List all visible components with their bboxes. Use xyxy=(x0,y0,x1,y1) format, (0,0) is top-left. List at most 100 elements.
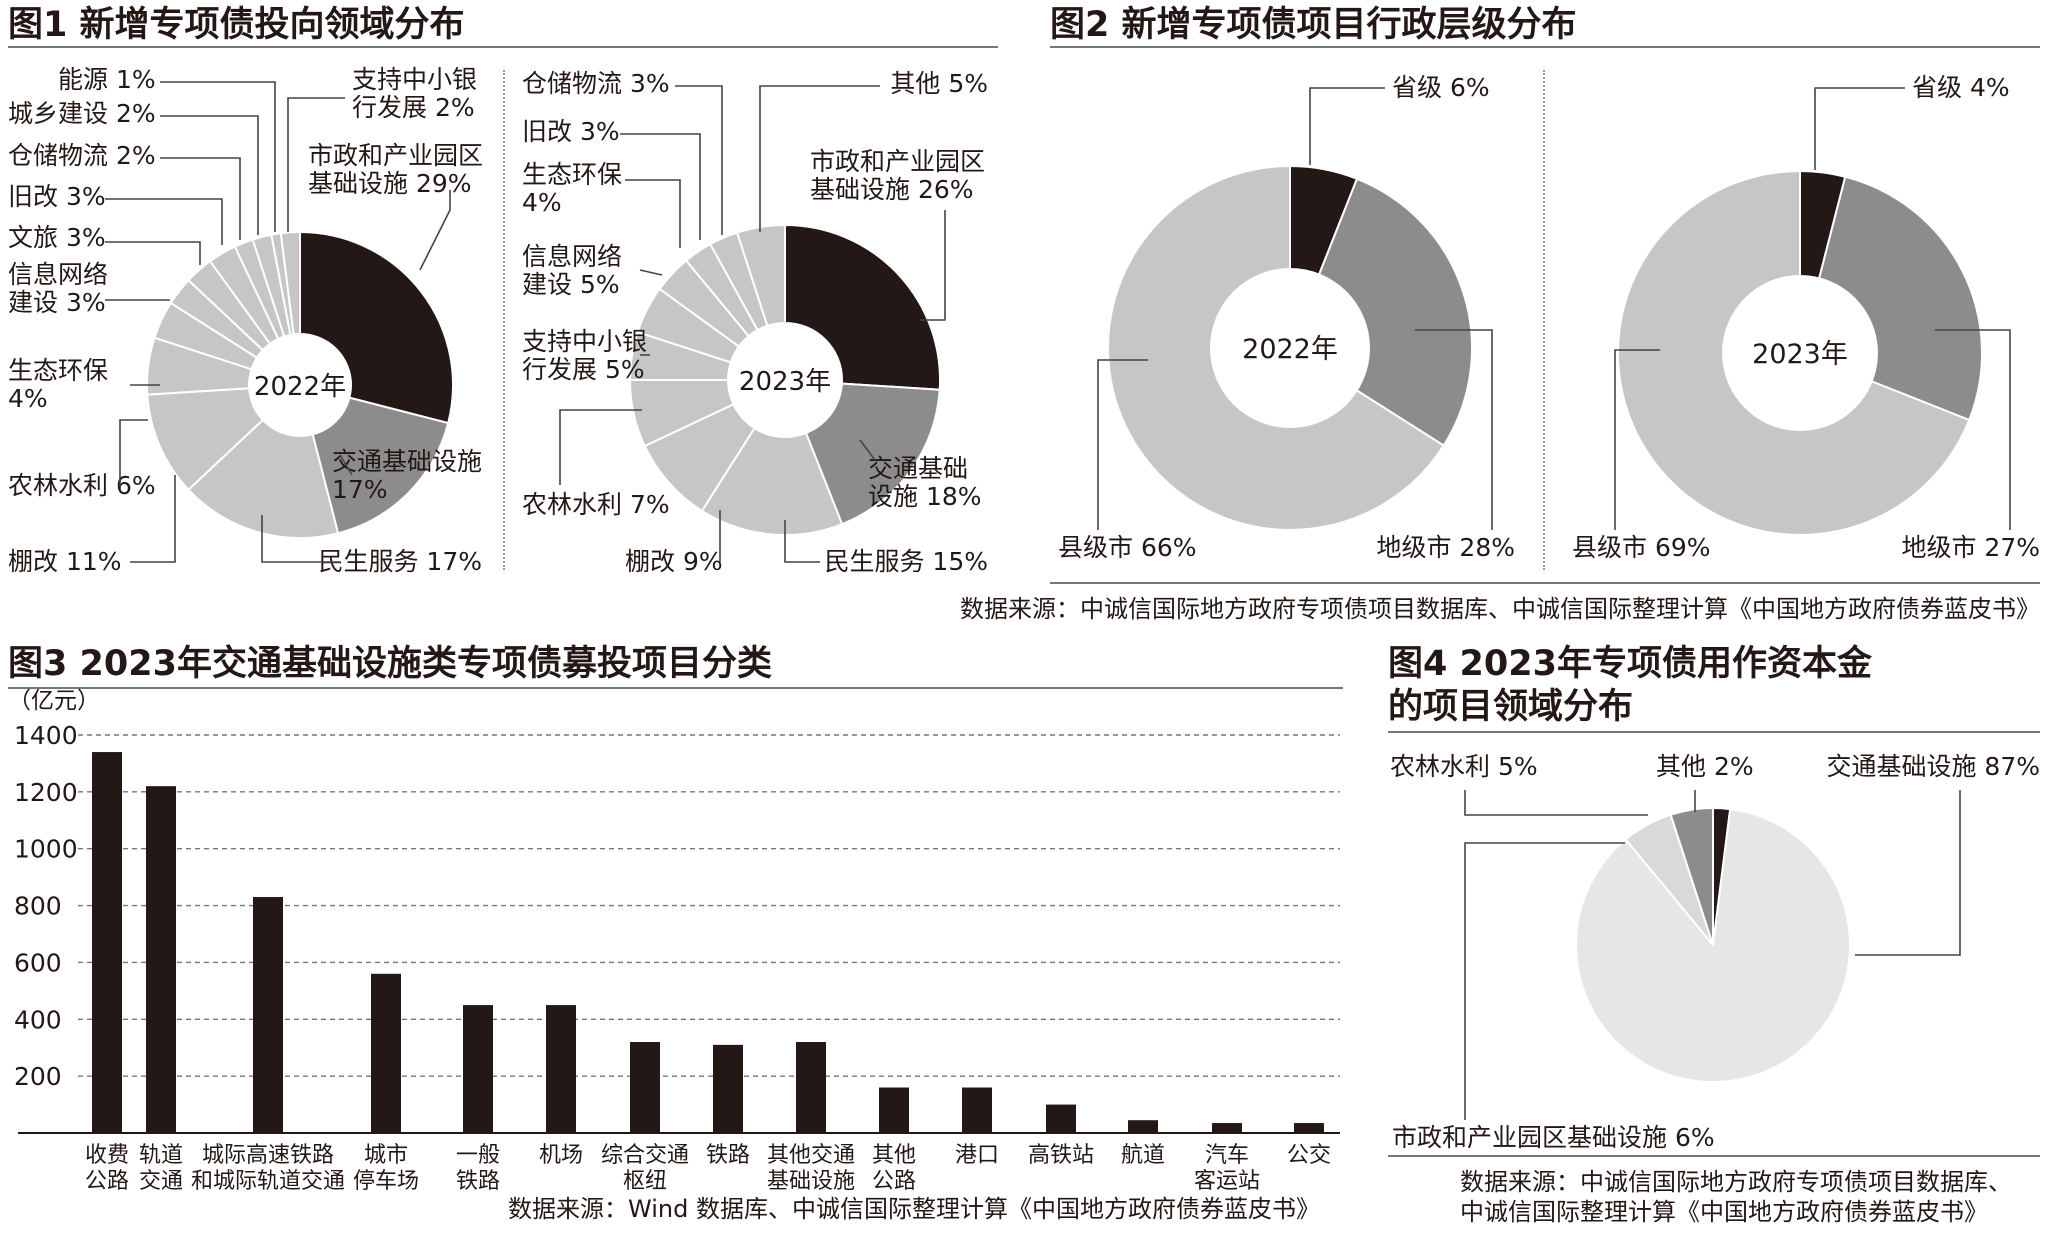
fig3-xtick-0-line-1: 公路 xyxy=(85,1169,129,1194)
fig2-2023-label-0: 省级 4% xyxy=(1912,73,2010,102)
fig3-bar-5 xyxy=(546,1005,576,1133)
fig3-bar-12 xyxy=(1128,1120,1158,1133)
fig3-bar-4 xyxy=(463,1005,493,1133)
fig3-xtick-7-line-0: 铁路 xyxy=(706,1143,750,1168)
fig2-2022-leader-0 xyxy=(1309,87,1385,165)
fig4-label-0-line-0: 其他 2% xyxy=(1656,752,1754,781)
fig3-xtick-1: 轨道交通 xyxy=(139,1143,183,1194)
fig1-2023-label-6: 信息网络建设 5% xyxy=(522,242,622,299)
fig3-xtick-9-line-1: 公路 xyxy=(872,1169,916,1194)
fig3-xtick-2: 城际高速铁路和城际轨道交通 xyxy=(191,1143,345,1194)
fig1-2022-leader-7 xyxy=(105,241,201,265)
fig3-ytick-2: 600 xyxy=(14,948,62,977)
fig1-2022-leader-10 xyxy=(160,115,259,235)
fig1-2022-label-0-line-0: 市政和产业园区 xyxy=(308,141,483,170)
fig1-2022-label-12-line-0: 支持中小银 xyxy=(352,65,477,94)
fig3-xtick-14-line-0: 公交 xyxy=(1287,1143,1331,1168)
fig1-2022-label-6: 信息网络建设 3% xyxy=(8,260,108,317)
fig3-xtick-9-line-0: 其他 xyxy=(872,1143,916,1168)
fig1-2022-label-5-line-0: 生态环保 xyxy=(8,356,108,385)
fig1-2022-label-1-line-1: 17% xyxy=(332,475,388,504)
fig3-source: 数据来源：Wind 数据库、中诚信国际整理计算《中国地方政府债券蓝皮书》 xyxy=(508,1195,1320,1223)
fig1-2022-label-1-line-0: 交通基础设施 xyxy=(332,447,482,476)
fig4-source-line2: 中诚信国际整理计算《中国地方政府债券蓝皮书》 xyxy=(1460,1198,1988,1226)
fig1-2023-leader-0 xyxy=(920,210,946,321)
fig3-xtick-1-line-0: 轨道 xyxy=(139,1143,183,1168)
fig3-xtick-2-line-1: 和城际轨道交通 xyxy=(191,1169,345,1194)
fig1-2022-center-label: 2022年 xyxy=(254,372,346,402)
fig1-2023-leader-10 xyxy=(759,85,880,232)
fig3-ytick-3: 800 xyxy=(14,892,62,921)
fig1-2022-label-12: 支持中小银行发展 2% xyxy=(352,65,477,122)
fig2-2022-leader-2 xyxy=(1097,359,1148,530)
fig3-xtick-10: 港口 xyxy=(955,1143,999,1168)
fig3-bar-3 xyxy=(371,973,401,1133)
fig3-xtick-0-line-0: 收费 xyxy=(85,1143,129,1168)
fig3-xtick-11: 高铁站 xyxy=(1028,1143,1094,1168)
fig1-2022-label-2-line-0: 民生服务 17% xyxy=(318,547,482,576)
fig1-2022-label-5-line-1: 4% xyxy=(8,384,48,413)
fig2-2022-center-label: 2022年 xyxy=(1242,334,1338,365)
fig2-title-rule xyxy=(1050,46,2040,48)
fig1-2023-label-4-line-0: 农林水利 7% xyxy=(522,490,670,519)
fig1-2022-slice-1 xyxy=(298,383,450,535)
fig3-xtick-5: 机场 xyxy=(539,1143,583,1168)
fig1-2023-label-5-line-0: 支持中小银 xyxy=(522,327,647,356)
fig3-ytick-0: 200 xyxy=(14,1062,62,1091)
fig3-xtick-4-line-0: 一般 xyxy=(456,1143,500,1168)
fig2-bottom-rule xyxy=(1050,582,2040,584)
fig1-2023-label-4: 农林水利 7% xyxy=(522,490,670,519)
fig1-2023-leader-7 xyxy=(625,179,681,248)
fig1-2022-label-8-line-0: 旧改 3% xyxy=(8,182,106,211)
fig3-ytick-1: 400 xyxy=(14,1005,62,1034)
fig1-2023-label-10: 其他 5% xyxy=(890,69,988,98)
fig3-xtick-5-line-0: 机场 xyxy=(539,1143,583,1168)
fig1-2023-leader-8 xyxy=(620,133,701,240)
fig1-2022-leader-9 xyxy=(160,157,241,240)
fig1-2022-label-9-line-0: 仓储物流 2% xyxy=(8,141,156,170)
fig3-bar-7 xyxy=(713,1044,743,1133)
fig1-2023-label-8: 旧改 3% xyxy=(522,117,620,146)
fig3-title-rule xyxy=(8,687,1343,689)
fig3-xtick-0: 收费公路 xyxy=(85,1143,129,1194)
fig1-2023-center-label: 2023年 xyxy=(739,367,831,397)
fig1-2022-leader-0 xyxy=(419,190,451,271)
fig1-2023-label-2: 民生服务 15% xyxy=(824,547,988,576)
fig4-slice-3 xyxy=(1669,806,1714,946)
fig3-ytick-5: 1200 xyxy=(14,778,78,807)
fig4-label-2: 市政和产业园区基础设施 6% xyxy=(1392,1123,1715,1152)
fig1-2022-leader-8 xyxy=(105,198,223,245)
fig1-2022-label-4-line-0: 农林水利 6% xyxy=(8,471,156,500)
fig2-source: 数据来源：中诚信国际地方政府专项债项目数据库、中诚信国际整理计算《中国地方政府债… xyxy=(960,595,2040,623)
fig3-xtick-13-line-1: 客运站 xyxy=(1194,1169,1260,1194)
fig1-2022-label-0-line-1: 基础设施 29% xyxy=(308,169,472,198)
fig1-2022-label-8: 旧改 3% xyxy=(8,182,106,211)
fig3-xtick-8-line-0: 其他交通 xyxy=(767,1143,855,1168)
fig1-2023-leader-2 xyxy=(784,520,820,563)
fig2-2023-hole xyxy=(1722,275,1878,431)
fig1-2022-label-1: 交通基础设施 17% xyxy=(332,447,482,504)
fig1-2023-label-0-line-0: 市政和产业园区 xyxy=(810,147,985,176)
fig1-2022-leader-3 xyxy=(130,475,176,563)
fig4-leader-2 xyxy=(1464,842,1625,1120)
fig3-bar-10 xyxy=(962,1087,992,1133)
fig1-2023-label-1: 交通基础设施 18% xyxy=(868,454,982,511)
fig1-2023-label-5-line-1: 行发展 5% xyxy=(522,355,645,384)
fig3-unit: （亿元） xyxy=(8,688,100,714)
fig1-2023-label-9: 仓储物流 3% xyxy=(522,69,670,98)
fig1-2022-label-10-line-0: 城乡建设 2% xyxy=(8,99,156,128)
fig3-xtick-12-line-0: 航道 xyxy=(1121,1143,1165,1168)
fig3-xtick-8: 其他交通基础设施 xyxy=(767,1143,855,1194)
fig2-2023-label-1: 地级市 27% xyxy=(1901,533,2040,562)
fig1-2022-label-0: 市政和产业园区基础设施 29% xyxy=(308,141,483,198)
fig4-label-1-line-0: 交通基础设施 87% xyxy=(1826,752,2040,781)
fig1-2023-label-7-line-1: 4% xyxy=(522,188,562,217)
fig3-bar-9 xyxy=(879,1087,909,1133)
fig2-2023-leader-1 xyxy=(1935,329,2011,530)
fig2-2022-label-2-line-0: 县级市 66% xyxy=(1058,533,1197,562)
fig3-xtick-4: 一般铁路 xyxy=(456,1143,500,1194)
fig3-title: 图3 2023年交通基础设施类专项债募投项目分类 xyxy=(8,644,772,684)
fig3-xtick-1-line-1: 交通 xyxy=(139,1169,183,1194)
fig3-xtick-4-line-1: 铁路 xyxy=(456,1169,500,1194)
